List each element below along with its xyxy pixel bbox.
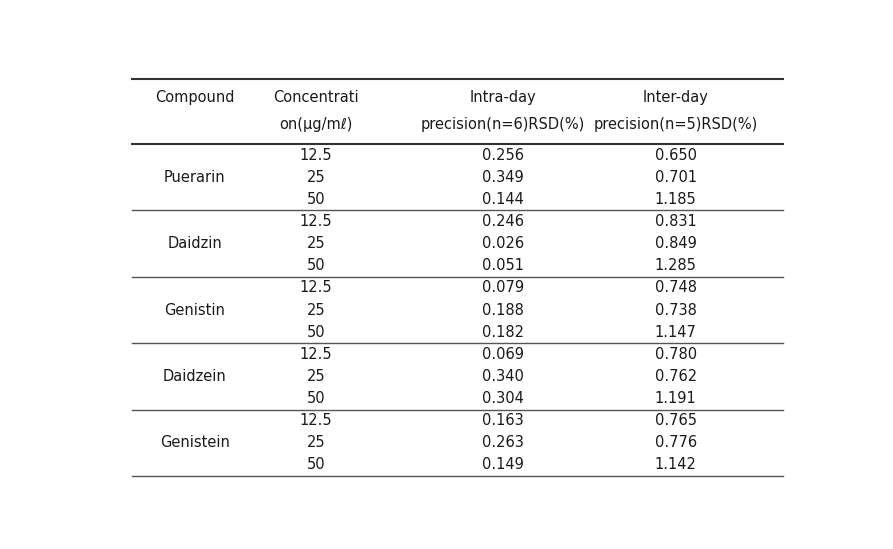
Text: Daidzin: Daidzin — [167, 236, 222, 251]
Text: on(μg/mℓ): on(μg/mℓ) — [280, 117, 353, 132]
Text: Puerarin: Puerarin — [163, 170, 226, 185]
Text: Concentrati: Concentrati — [273, 90, 359, 105]
Text: 0.304: 0.304 — [481, 391, 523, 406]
Text: Inter-day: Inter-day — [643, 90, 709, 105]
Text: 25: 25 — [306, 302, 325, 317]
Text: 0.780: 0.780 — [655, 347, 697, 362]
Text: Genistin: Genistin — [164, 302, 225, 317]
Text: Daidzein: Daidzein — [163, 369, 227, 384]
Text: 12.5: 12.5 — [299, 214, 332, 229]
Text: 50: 50 — [306, 324, 325, 340]
Text: 0.163: 0.163 — [481, 413, 523, 428]
Text: 0.831: 0.831 — [655, 214, 697, 229]
Text: 12.5: 12.5 — [299, 281, 332, 295]
Text: 0.765: 0.765 — [655, 413, 697, 428]
Text: 1.142: 1.142 — [655, 457, 697, 472]
Text: 0.079: 0.079 — [481, 281, 523, 295]
Text: 50: 50 — [306, 192, 325, 207]
Text: 0.263: 0.263 — [481, 435, 523, 450]
Text: 0.701: 0.701 — [655, 170, 697, 185]
Text: 0.182: 0.182 — [481, 324, 523, 340]
Text: 0.748: 0.748 — [655, 281, 697, 295]
Text: 0.069: 0.069 — [481, 347, 523, 362]
Text: Genistein: Genistein — [160, 435, 230, 450]
Text: precision(n=5)RSD(%): precision(n=5)RSD(%) — [594, 117, 758, 132]
Text: 12.5: 12.5 — [299, 347, 332, 362]
Text: 0.149: 0.149 — [481, 457, 523, 472]
Text: 0.776: 0.776 — [655, 435, 697, 450]
Text: 1.185: 1.185 — [655, 192, 697, 207]
Text: 25: 25 — [306, 369, 325, 384]
Text: 0.738: 0.738 — [655, 302, 697, 317]
Text: 0.349: 0.349 — [481, 170, 523, 185]
Text: 50: 50 — [306, 391, 325, 406]
Text: 0.650: 0.650 — [655, 148, 697, 163]
Text: 25: 25 — [306, 236, 325, 251]
Text: 25: 25 — [306, 435, 325, 450]
Text: 12.5: 12.5 — [299, 148, 332, 163]
Text: 0.256: 0.256 — [481, 148, 523, 163]
Text: 0.849: 0.849 — [655, 236, 697, 251]
Text: 50: 50 — [306, 457, 325, 472]
Text: 0.340: 0.340 — [481, 369, 523, 384]
Text: Intra-day: Intra-day — [470, 90, 536, 105]
Text: Compound: Compound — [154, 90, 235, 105]
Text: 1.191: 1.191 — [655, 391, 697, 406]
Text: 50: 50 — [306, 258, 325, 273]
Text: 1.285: 1.285 — [655, 258, 697, 273]
Text: 0.762: 0.762 — [655, 369, 697, 384]
Text: 0.188: 0.188 — [481, 302, 523, 317]
Text: 0.246: 0.246 — [481, 214, 523, 229]
Text: 1.147: 1.147 — [655, 324, 697, 340]
Text: 12.5: 12.5 — [299, 413, 332, 428]
Text: 0.051: 0.051 — [481, 258, 523, 273]
Text: 0.026: 0.026 — [481, 236, 523, 251]
Text: 0.144: 0.144 — [481, 192, 523, 207]
Text: precision(n=6)RSD(%): precision(n=6)RSD(%) — [421, 117, 585, 132]
Text: 25: 25 — [306, 170, 325, 185]
